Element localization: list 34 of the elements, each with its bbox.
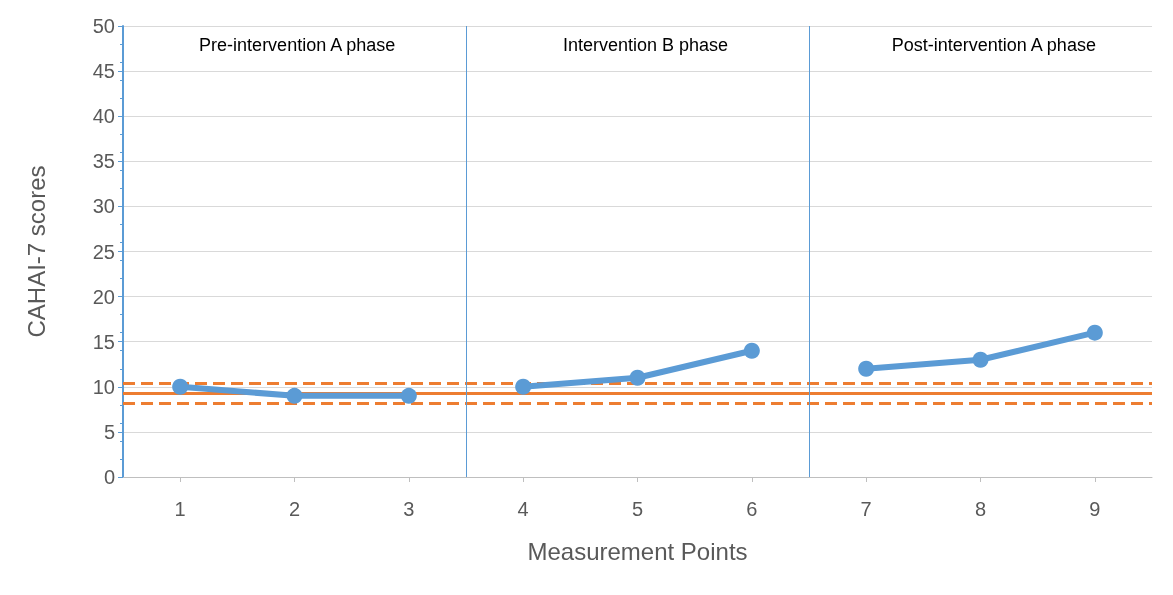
y-tick-label: 20	[92, 285, 115, 308]
y-tick-label: 15	[92, 330, 115, 353]
x-tick-label: 8	[974, 498, 987, 520]
y-axis-title: CAHAI-7 scores	[22, 165, 50, 338]
y-tick-label: 35	[92, 150, 115, 173]
point	[972, 351, 989, 368]
x-tick-label: 1	[174, 498, 186, 520]
point	[629, 369, 646, 386]
y-tick-label: 30	[92, 195, 115, 218]
point	[172, 378, 189, 395]
point	[400, 387, 417, 404]
point	[1086, 324, 1103, 341]
y-tick-label: 5	[103, 420, 115, 443]
x-tick-label: 7	[860, 498, 872, 520]
x-tick-label: 6	[746, 498, 758, 520]
point	[743, 342, 760, 359]
x-tick-label: 2	[288, 498, 301, 520]
x-tick-label: 4	[517, 498, 529, 520]
point	[286, 387, 303, 404]
x-tick-label: 3	[403, 498, 415, 520]
point	[515, 378, 532, 395]
x-axis-title: Measurement Points	[527, 537, 748, 565]
y-tick-label: 50	[92, 15, 115, 37]
x-tick-label: 9	[1089, 498, 1101, 520]
y-tick-label: 40	[92, 105, 115, 128]
annotation: Post-intervention A phase	[891, 35, 1096, 55]
annotation: Intervention B phase	[562, 35, 729, 55]
point	[858, 360, 875, 377]
y-tick-label: 0	[103, 466, 115, 488]
x-tick-label: 5	[631, 498, 644, 520]
y-tick-label: 25	[92, 240, 115, 263]
annotation: Pre-intervention A phase	[199, 35, 396, 55]
y-tick-label: 45	[92, 60, 115, 83]
y-tick-label: 10	[92, 375, 115, 398]
